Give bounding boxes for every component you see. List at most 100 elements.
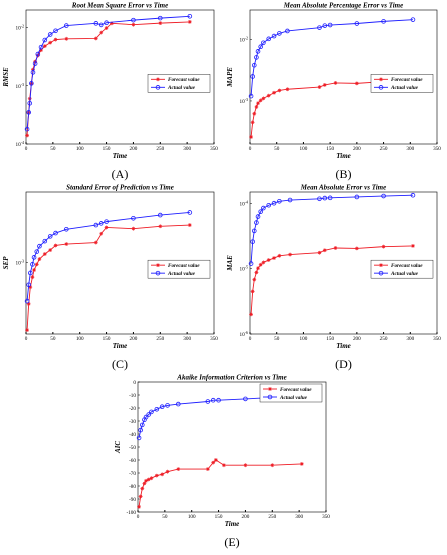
sep-legend-actual-marker — [155, 270, 161, 276]
mae-circle-point — [354, 194, 360, 200]
mae-star-point — [256, 266, 260, 271]
sep-x-tick-label: 200 — [130, 336, 138, 342]
mae-legend: Forecast value Actual value — [370, 259, 434, 279]
mape-x-tick-label: 200 — [353, 146, 361, 152]
sep-legend: Forecast value Actual value — [147, 259, 211, 279]
sep-star-point — [64, 242, 69, 246]
mae-x-tick-label: 350 — [433, 336, 441, 342]
rmse-x-tick-label: 100 — [76, 146, 84, 152]
mape-legend-forecast-label: Forecast value — [391, 77, 423, 83]
sep-circle-point — [63, 227, 69, 232]
aic-star-point — [146, 477, 151, 482]
sep-circle-point — [187, 210, 193, 215]
aic-x-tick-label: 200 — [242, 514, 250, 520]
aic-circle-line — [138, 395, 302, 438]
mape-legend-forecast-marker — [379, 77, 383, 82]
mape-circle-point — [410, 17, 416, 22]
rmse-star-point — [31, 67, 35, 72]
sep-circle-point — [104, 219, 109, 224]
mae-circle-point — [317, 196, 322, 202]
sep-y-axis-label: SEP — [2, 256, 10, 270]
aic-y-tick-label: -30 — [129, 419, 136, 425]
mae-star-point — [250, 289, 255, 294]
sep-star-point — [93, 240, 98, 245]
rmse-circle-point — [38, 44, 44, 50]
aic-x-tick-label: 100 — [188, 514, 196, 520]
aic-star-line — [138, 459, 302, 507]
sep-legend-actual-label: Actual value — [167, 271, 196, 277]
mae-star-point — [254, 270, 259, 275]
sep-circle-point — [37, 243, 42, 249]
aic-y-tick-label: -80 — [129, 484, 136, 490]
rmse-circle-point — [32, 61, 38, 66]
mape-plot-frame — [249, 9, 438, 145]
sep-circle-point — [26, 282, 31, 288]
rmse-legend: Forecast value Actual value — [147, 74, 211, 93]
sep-x-axis-label: Time — [113, 342, 128, 350]
rmse-y-tick-label: 10-2 — [15, 24, 24, 32]
mape-circle-point — [248, 93, 254, 99]
sep-circle-point — [53, 230, 58, 236]
aic-x-tick-label: 250 — [268, 514, 276, 520]
sep-x-tick-label: 50 — [50, 336, 56, 342]
aic-circle-point — [243, 396, 248, 402]
aic-panel-label: (E) — [224, 535, 239, 549]
mape-star-point — [252, 111, 257, 116]
sep-star-point — [53, 243, 58, 248]
sep-plot-frame — [25, 191, 215, 335]
mae-x-axis-label: Time — [336, 342, 351, 350]
rmse-x-tick-label: 300 — [183, 146, 191, 152]
mape-panel: Mean Absolute Percentage Error vs Time 0 5… — [224, 0, 447, 182]
mape-circle-point — [381, 19, 386, 24]
rmse-star-point — [93, 36, 98, 41]
aic-circle-point — [143, 414, 149, 420]
aic-y-axis-label: AIC — [114, 441, 122, 454]
rmse-y-axis-label: RMSE — [2, 67, 10, 88]
sep-circle-point — [93, 222, 99, 228]
mae-star-point — [354, 246, 359, 251]
mape-circle-line — [250, 19, 413, 97]
rmse-circle-point — [29, 81, 34, 86]
mae-circle-point — [248, 261, 254, 266]
sep-circle-point — [24, 298, 30, 304]
sep-star-point — [26, 301, 31, 306]
mape-star-point — [256, 101, 260, 106]
rmse-legend-box — [147, 74, 211, 93]
mape-circle-point — [251, 62, 257, 68]
aic-y-tick-label: -40 — [129, 432, 136, 438]
sep-star-point — [131, 226, 136, 231]
rmse-x-tick-label: 250 — [156, 146, 164, 152]
mae-star-point — [252, 277, 257, 282]
mape-legend: Forecast value Actual value — [370, 74, 434, 93]
mae-circle-point — [277, 199, 282, 204]
aic-star-series — [137, 458, 304, 509]
aic-circle-point — [136, 435, 142, 441]
rmse-circle-series — [24, 13, 193, 132]
mae-panel-label: (D) — [335, 357, 352, 371]
mape-circle-point — [261, 40, 266, 46]
sep-star-point — [99, 231, 104, 236]
rmse-circle-point — [35, 51, 41, 57]
aic-star-point — [213, 458, 218, 462]
mape-star-point — [261, 96, 266, 101]
sep-star-series — [25, 223, 192, 333]
rmse-circle-point — [98, 22, 104, 28]
aic-star-point — [211, 460, 216, 465]
mae-circle-point — [258, 209, 263, 214]
mape-x-tick-label: 350 — [433, 146, 441, 152]
rmse-star-point — [48, 40, 53, 45]
mae-star-point — [322, 248, 327, 253]
mae-svg: Mean Absolute Error vs Time 0 50 100 150 200 2… — [226, 184, 441, 372]
aic-star-point — [154, 473, 159, 478]
mape-circle-point — [255, 49, 261, 54]
mae-panel: Mean Absolute Error vs Time 0 50 100 150 200 2… — [224, 182, 447, 372]
aic-y-tick-label: -90 — [129, 497, 136, 503]
aic-y-tick-label: -70 — [129, 471, 136, 477]
aic-star-point — [142, 481, 147, 486]
rmse-title: Root Mean Square Error vs Time — [71, 2, 168, 10]
rmse-x-axis-label: Time — [113, 152, 128, 160]
mae-circle-series — [248, 192, 416, 266]
sep-circle-point — [47, 234, 53, 239]
aic-y-tick-label: -60 — [129, 458, 136, 464]
mae-y-axis-label: MAE — [226, 255, 234, 272]
